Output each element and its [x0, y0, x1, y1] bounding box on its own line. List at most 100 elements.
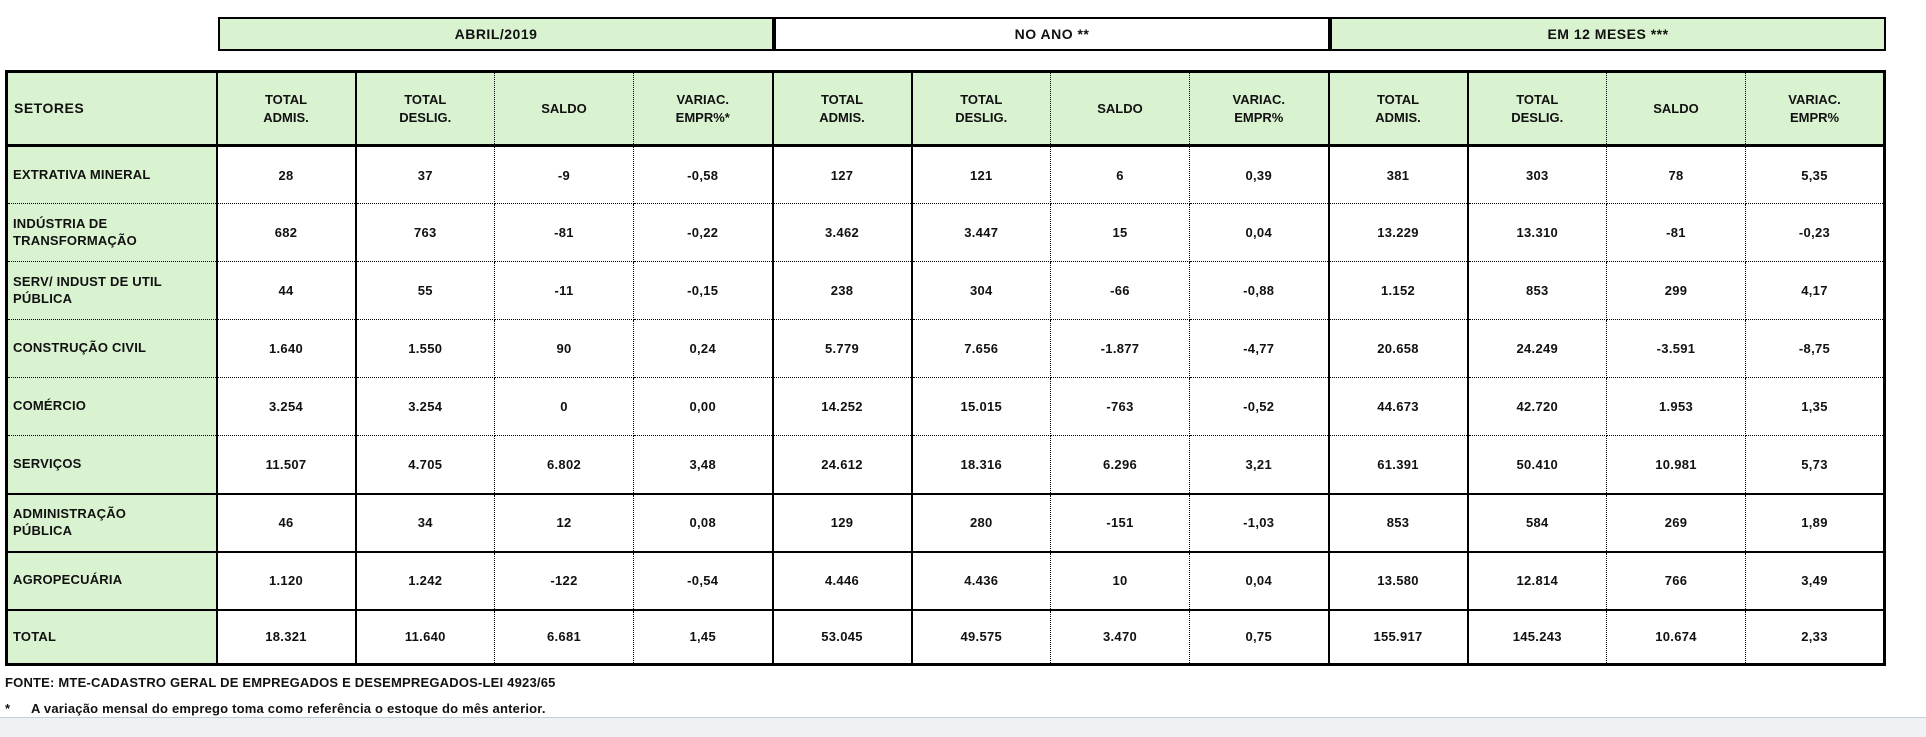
sector-cell: INDÚSTRIA DE TRANSFORMAÇÃO — [6, 203, 218, 262]
value-cell: 3.254 — [355, 377, 495, 436]
sector-cell: SERVIÇOS — [6, 435, 218, 495]
value-cell: 78 — [1606, 145, 1746, 204]
value-cell: 15 — [1050, 203, 1190, 262]
value-cell: 1,35 — [1745, 377, 1886, 436]
value-cell: 18.316 — [911, 435, 1051, 495]
value-cell: 853 — [1467, 261, 1607, 320]
period-header-em-12-meses: EM 12 MESES *** — [1330, 17, 1886, 51]
period-band-spacer — [5, 17, 218, 51]
value-cell: 53.045 — [772, 609, 913, 665]
value-cell: 682 — [216, 203, 357, 262]
table-row: CONSTRUÇÃO CIVIL 1.640 1.550 90 0,24 5.779 7.6… — [6, 319, 1886, 378]
value-cell: 50.410 — [1467, 435, 1607, 495]
sector-cell: COMÉRCIO — [6, 377, 218, 436]
column-header: SALDO — [494, 71, 634, 147]
sector-cell: EXTRATIVA MINERAL — [6, 145, 218, 204]
value-cell: 20.658 — [1328, 319, 1469, 378]
value-cell: 3.462 — [772, 203, 913, 262]
value-cell: -0,54 — [633, 551, 774, 611]
value-cell: -0,52 — [1189, 377, 1330, 436]
value-cell: 0 — [494, 377, 634, 436]
value-cell: 766 — [1606, 551, 1746, 611]
value-cell: -0,58 — [633, 145, 774, 204]
value-cell: 853 — [1328, 493, 1469, 553]
value-cell: 121 — [911, 145, 1051, 204]
column-header: VARIAC. EMPR% — [1189, 71, 1330, 147]
sector-cell: AGROPECUÁRIA — [6, 551, 218, 611]
value-cell: 7.656 — [911, 319, 1051, 378]
value-cell: -1.877 — [1050, 319, 1190, 378]
table-row: EXTRATIVA MINERAL 28 37 -9 -0,58 127 121 6 0,39 3… — [6, 145, 1886, 204]
window-bottom-strip — [0, 717, 1926, 737]
value-cell: 44 — [216, 261, 357, 320]
value-cell: 1.242 — [355, 551, 495, 611]
value-cell: 381 — [1328, 145, 1469, 204]
value-cell: 18.321 — [216, 609, 357, 665]
value-cell: 11.507 — [216, 435, 357, 495]
value-cell: 5.779 — [772, 319, 913, 378]
value-cell: 6.802 — [494, 435, 634, 495]
employment-sectors-table: SETORES TOTAL ADMIS. TOTAL DESLIG. SALDO VA… — [5, 70, 1886, 666]
value-cell: 127 — [772, 145, 913, 204]
value-cell: 0,00 — [633, 377, 774, 436]
value-cell: 0,75 — [1189, 609, 1330, 665]
column-header: TOTAL ADMIS. — [216, 71, 357, 147]
table-row: SERV/ INDUST DE UTIL PÚBLICA 44 55 -11 -0,15… — [6, 261, 1886, 320]
value-cell: 11.640 — [355, 609, 495, 665]
period-header-no-ano: NO ANO ** — [774, 17, 1330, 51]
value-cell: -4,77 — [1189, 319, 1330, 378]
sector-cell: ADMINISTRAÇÃO PÚBLICA — [6, 493, 218, 553]
sector-cell: TOTAL — [6, 609, 218, 665]
value-cell: -11 — [494, 261, 634, 320]
column-header: TOTAL DESLIG. — [1467, 71, 1607, 147]
value-cell: 1.640 — [216, 319, 357, 378]
value-cell: 6.296 — [1050, 435, 1190, 495]
column-header: TOTAL DESLIG. — [911, 71, 1051, 147]
value-cell: 37 — [355, 145, 495, 204]
value-cell: 2,33 — [1745, 609, 1886, 665]
value-cell: 24.612 — [772, 435, 913, 495]
value-cell: 3,49 — [1745, 551, 1886, 611]
value-cell: 44.673 — [1328, 377, 1469, 436]
value-cell: 763 — [355, 203, 495, 262]
value-cell: 1,89 — [1745, 493, 1886, 553]
value-cell: 42.720 — [1467, 377, 1607, 436]
value-cell: 299 — [1606, 261, 1746, 320]
value-cell: 1.953 — [1606, 377, 1746, 436]
value-cell: 303 — [1467, 145, 1607, 204]
value-cell: -66 — [1050, 261, 1190, 320]
column-header: SALDO — [1606, 71, 1746, 147]
value-cell: 3.447 — [911, 203, 1051, 262]
variation-note-text: A variação mensal do emprego toma como r… — [31, 701, 546, 716]
value-cell: 3,48 — [633, 435, 774, 495]
total-row: TOTAL 18.321 11.640 6.681 1,45 53.045 49.575 3.… — [6, 609, 1886, 665]
value-cell: -81 — [494, 203, 634, 262]
value-cell: -9 — [494, 145, 634, 204]
value-cell: 155.917 — [1328, 609, 1469, 665]
value-cell: 15.015 — [911, 377, 1051, 436]
value-cell: 4.436 — [911, 551, 1051, 611]
value-cell: 304 — [911, 261, 1051, 320]
value-cell: 0,04 — [1189, 551, 1330, 611]
value-cell: 280 — [911, 493, 1051, 553]
value-cell: -122 — [494, 551, 634, 611]
value-cell: 10 — [1050, 551, 1190, 611]
period-header-band: ABRIL/2019 NO ANO ** EM 12 MESES *** — [5, 17, 1926, 51]
value-cell: 238 — [772, 261, 913, 320]
value-cell: -8,75 — [1745, 319, 1886, 378]
value-cell: 55 — [355, 261, 495, 320]
table-row: COMÉRCIO 3.254 3.254 0 0,00 14.252 15.015 -763-… — [6, 377, 1886, 436]
value-cell: 12 — [494, 493, 634, 553]
value-cell: 13.310 — [1467, 203, 1607, 262]
value-cell: 6.681 — [494, 609, 634, 665]
column-header: TOTAL ADMIS. — [772, 71, 913, 147]
column-header: TOTAL ADMIS. — [1328, 71, 1469, 147]
period-header-abril-2019: ABRIL/2019 — [218, 17, 774, 51]
value-cell: 49.575 — [911, 609, 1051, 665]
value-cell: 13.580 — [1328, 551, 1469, 611]
value-cell: 28 — [216, 145, 357, 204]
value-cell: 129 — [772, 493, 913, 553]
column-header: VARIAC. EMPR% — [1745, 71, 1886, 147]
column-header: VARIAC. EMPR%* — [633, 71, 774, 147]
table-row: SERVIÇOS 11.507 4.705 6.802 3,48 24.612 18.316… — [6, 435, 1886, 495]
